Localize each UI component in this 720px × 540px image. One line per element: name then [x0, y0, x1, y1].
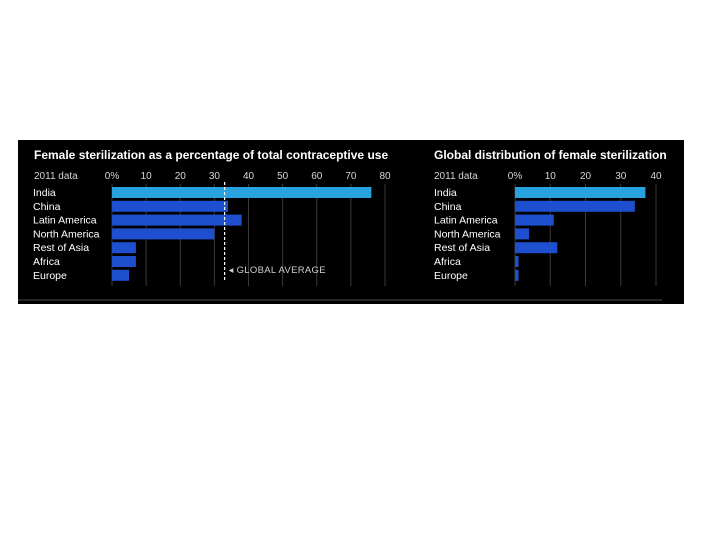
right-category-label: China [434, 201, 462, 213]
right-category-label: Europe [434, 270, 468, 282]
right-tick-label: 30 [615, 171, 627, 182]
left-bar-africa [112, 256, 136, 267]
left-tick-label: 0% [105, 171, 120, 182]
global-average-label: ◂ GLOBAL AVERAGE [229, 265, 326, 276]
right-category-label: Africa [434, 256, 461, 268]
right-tick-label: 40 [650, 171, 662, 182]
left-category-label: Africa [33, 256, 60, 268]
right-bar-north-america [515, 228, 530, 240]
left-category-label: India [33, 187, 56, 199]
chart-panel: Female sterilization as a percentage of … [18, 140, 684, 304]
left-chart-subtitle: 2011 data [34, 171, 78, 182]
left-category-label: North America [33, 228, 100, 240]
right-category-label: Rest of Asia [434, 242, 490, 254]
right-bar-rest-of-asia [515, 242, 558, 254]
left-category-label: Europe [33, 270, 67, 282]
left-tick-label: 80 [379, 171, 391, 182]
right-bar-africa [515, 256, 519, 267]
left-tick-label: 20 [175, 171, 187, 182]
right-category-label: North America [434, 228, 501, 240]
left-tick-label: 10 [141, 171, 153, 182]
left-category-label: China [33, 201, 61, 213]
left-bar-rest-of-asia [112, 242, 136, 254]
left-tick-label: 70 [345, 171, 357, 182]
left-category-label: Latin America [33, 215, 97, 227]
right-tick-label: 0% [508, 171, 523, 182]
right-bar-europe [515, 269, 519, 281]
right-bar-india [515, 187, 646, 198]
chart-svg: Female sterilization as a percentage of … [18, 148, 667, 301]
right-bar-latin-america [515, 214, 554, 226]
left-bar-europe [112, 269, 130, 281]
left-tick-label: 60 [311, 171, 323, 182]
left-chart-title: Female sterilization as a percentage of … [34, 148, 388, 162]
right-bar-china [515, 200, 635, 212]
left-tick-label: 40 [243, 171, 255, 182]
right-tick-label: 10 [545, 171, 557, 182]
left-bar-latin-america [112, 214, 242, 226]
left-bar-north-america [112, 228, 215, 240]
left-bar-china [112, 200, 229, 212]
left-tick-label: 50 [277, 171, 289, 182]
right-category-label: India [434, 187, 457, 199]
right-chart-title: Global distribution of female sterilizat… [434, 148, 667, 162]
right-chart-subtitle: 2011 data [434, 171, 478, 182]
right-tick-label: 20 [580, 171, 592, 182]
left-bar-india [112, 187, 372, 198]
left-tick-label: 30 [209, 171, 221, 182]
left-category-label: Rest of Asia [33, 242, 89, 254]
right-category-label: Latin America [434, 215, 498, 227]
